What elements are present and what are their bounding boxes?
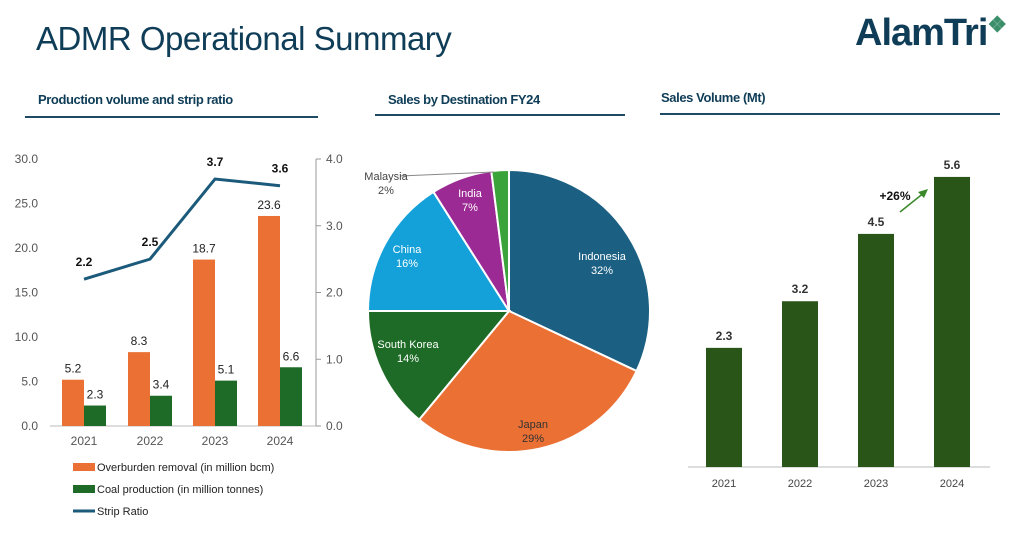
arrow-head-icon <box>918 189 928 198</box>
diamond-logo-icon: ❖ <box>987 12 1007 37</box>
y2-tick-label: 2.0 <box>326 286 343 300</box>
line-data-label: 2.2 <box>76 255 93 269</box>
sales-volume-title: Sales Volume (Mt) <box>661 90 766 105</box>
slice-label: South Korea <box>377 339 439 351</box>
y2-tick-label: 0.0 <box>326 419 343 433</box>
logo-text: AlamTri <box>855 12 988 54</box>
coal-bar <box>150 395 172 426</box>
bar-data-label: 6.6 <box>283 349 300 363</box>
divider <box>375 114 625 116</box>
bar-data-label: 2.3 <box>716 329 733 343</box>
slice-label: Indonesia <box>578 251 627 263</box>
slice-percent: 16% <box>396 258 418 270</box>
y-tick-label: 0.0 <box>21 419 38 433</box>
bar-data-label: 8.3 <box>131 334 148 348</box>
bar-data-label: 4.5 <box>868 215 885 229</box>
bar-data-label: 2.3 <box>87 388 104 402</box>
coal-bar <box>84 405 106 426</box>
leader-line <box>399 171 495 177</box>
line-data-label: 3.6 <box>272 162 289 176</box>
overburden-bar <box>193 259 215 426</box>
x-tick-label: 2023 <box>202 434 229 448</box>
bar-data-label: 3.2 <box>792 282 809 296</box>
y-tick-label: 30.0 <box>15 152 39 166</box>
growth-arrow <box>899 191 926 213</box>
sales-volume-bar <box>858 233 894 467</box>
divider <box>25 116 318 118</box>
pie-slice <box>417 309 638 453</box>
x-tick-label: 2023 <box>864 478 888 490</box>
coal-bar <box>280 367 302 426</box>
overburden-bar <box>62 379 84 426</box>
pie-slice <box>508 168 651 373</box>
alamtri-logo: AlamTri❖ <box>855 12 1007 55</box>
x-tick-label: 2021 <box>712 478 736 490</box>
sales-volume-bar <box>782 301 818 467</box>
legend-swatch <box>73 463 95 471</box>
sales-volume-bar <box>706 347 742 467</box>
pie-slice <box>366 310 512 422</box>
slice-percent: 14% <box>397 353 419 365</box>
bar-data-label: 5.2 <box>65 362 82 376</box>
page-title: ADMR Operational Summary <box>36 20 452 57</box>
line-data-label: 2.5 <box>142 235 159 249</box>
x-tick-label: 2021 <box>71 434 98 448</box>
legend-label: Coal production (in million tonnes) <box>97 484 263 496</box>
production-chart-title: Production volume and strip ratio <box>38 92 233 107</box>
sales-volume-bar <box>934 176 970 468</box>
y-tick-label: 10.0 <box>15 330 39 344</box>
slice-label: China <box>393 244 423 256</box>
line-data-label: 3.7 <box>207 155 224 169</box>
x-tick-label: 2024 <box>940 478 964 490</box>
bar-data-label: 5.6 <box>944 158 961 172</box>
pie-slice <box>490 168 510 312</box>
pie-chart-title: Sales by Destination FY24 <box>388 92 540 107</box>
legend-label: Strip Ratio <box>97 506 148 518</box>
slice-label: Malaysia <box>364 171 408 183</box>
slice-label: Japan <box>518 419 548 431</box>
slice-label: India <box>458 188 483 200</box>
slice-percent: 7% <box>462 202 478 214</box>
slice-percent: 29% <box>522 433 544 445</box>
y2-tick-label: 3.0 <box>326 219 343 233</box>
bar-data-label: 18.7 <box>192 242 216 256</box>
slice-percent: 32% <box>591 265 613 277</box>
overburden-bar <box>258 215 280 426</box>
growth-annotation: +26% <box>879 189 910 203</box>
y2-tick-label: 4.0 <box>326 152 343 166</box>
x-tick-label: 2022 <box>788 478 812 490</box>
y-tick-label: 25.0 <box>15 197 39 211</box>
y-tick-label: 15.0 <box>15 286 39 300</box>
y-tick-label: 20.0 <box>15 241 39 255</box>
divider <box>660 113 1000 115</box>
strip-ratio-line <box>83 177 281 281</box>
bar-data-label: 23.6 <box>257 198 281 212</box>
bar-data-label: 3.4 <box>153 378 170 392</box>
legend-swatch <box>73 485 95 493</box>
coal-bar <box>215 380 237 426</box>
pie-slice <box>366 190 511 312</box>
slice-percent: 2% <box>378 185 394 197</box>
legend-label: Overburden removal (in million bcm) <box>97 462 274 474</box>
y2-tick-label: 1.0 <box>326 352 343 366</box>
bar-data-label: 5.1 <box>218 363 235 377</box>
y-tick-label: 5.0 <box>21 375 38 389</box>
x-tick-label: 2022 <box>137 434 164 448</box>
x-tick-label: 2024 <box>267 434 294 448</box>
overburden-bar <box>128 352 150 426</box>
